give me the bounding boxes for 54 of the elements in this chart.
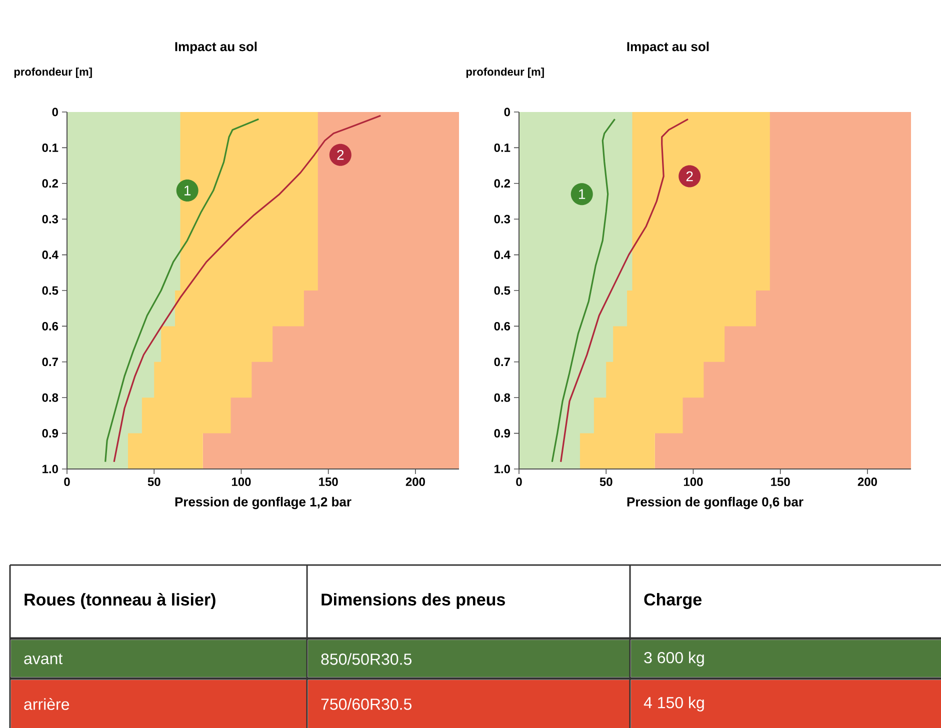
series-label: 2 (686, 171, 693, 182)
x-tick-label: 100 (232, 478, 251, 486)
x-tick-label: 200 (406, 478, 425, 486)
y-tick-label: 0.4 (42, 250, 58, 260)
x-tick-label: 100 (684, 478, 703, 486)
y-tick-label: 0.7 (42, 358, 58, 366)
series-label: 2 (337, 150, 344, 160)
x-tick-label: 0 (64, 478, 70, 486)
text: 4 150 kg (644, 696, 704, 712)
chart-title: Impact au sol (627, 42, 709, 54)
y-tick-label: 0.2 (42, 179, 58, 188)
y-tick-label: 0.1 (494, 143, 510, 152)
x-axis-title: Pression de gonflage 0,6 bar (627, 496, 804, 510)
series-label: 1 (184, 186, 191, 196)
y-tick-label: 0.7 (494, 358, 510, 366)
y-axis-title: profondeur [m] (466, 68, 544, 78)
y-tick-label: 0.5 (42, 286, 58, 295)
x-axis-title: Pression de gonflage 1,2 bar (175, 496, 352, 510)
line-series (104, 118, 260, 463)
x-tick-label: 200 (858, 478, 877, 486)
x-tick-label: 50 (148, 478, 160, 486)
y-tick-label: 0 (504, 108, 510, 116)
y-tick-label: 0.6 (42, 322, 58, 330)
y-tick-label: 0 (52, 108, 58, 116)
text: 750/60R30.5 (321, 698, 412, 710)
y-tick-label: 0.5 (494, 286, 510, 295)
y-axis-title: profondeur [m] (14, 68, 92, 78)
series-label: 1 (579, 189, 586, 199)
y-tick-label: 0.6 (494, 322, 510, 330)
y-tick-label: 0.3 (42, 214, 58, 224)
text: Charge (644, 593, 702, 609)
text: avant (24, 654, 63, 664)
y-tick-label: 0.1 (42, 143, 58, 152)
y-tick-label: 0.8 (494, 393, 510, 402)
y-tick-label: 0.2 (494, 179, 510, 188)
y-tick-label: 1.0 (42, 464, 58, 474)
y-tick-label: 0.9 (494, 429, 510, 438)
y-tick-label: 0.8 (42, 393, 58, 402)
line-series (113, 114, 382, 463)
y-tick-label: 1.0 (494, 464, 510, 474)
chart-title: Impact au sol (175, 42, 257, 54)
x-tick-label: 150 (319, 478, 338, 486)
x-tick-label: 150 (771, 478, 790, 486)
line-series (551, 118, 616, 463)
y-tick-label: 0.4 (494, 250, 510, 260)
text: 3 600 kg (644, 652, 704, 666)
text: Dimensions des pneus (322, 593, 505, 609)
x-tick-label: 50 (600, 478, 612, 486)
text: Roues (tonneau à lisier) (24, 593, 216, 609)
x-tick-label: 0 (516, 478, 522, 486)
y-tick-label: 0.3 (494, 214, 510, 224)
y-tick-label: 0.9 (42, 429, 58, 438)
text: 850/50R30.5 (321, 653, 412, 665)
text: arrière (24, 698, 70, 710)
